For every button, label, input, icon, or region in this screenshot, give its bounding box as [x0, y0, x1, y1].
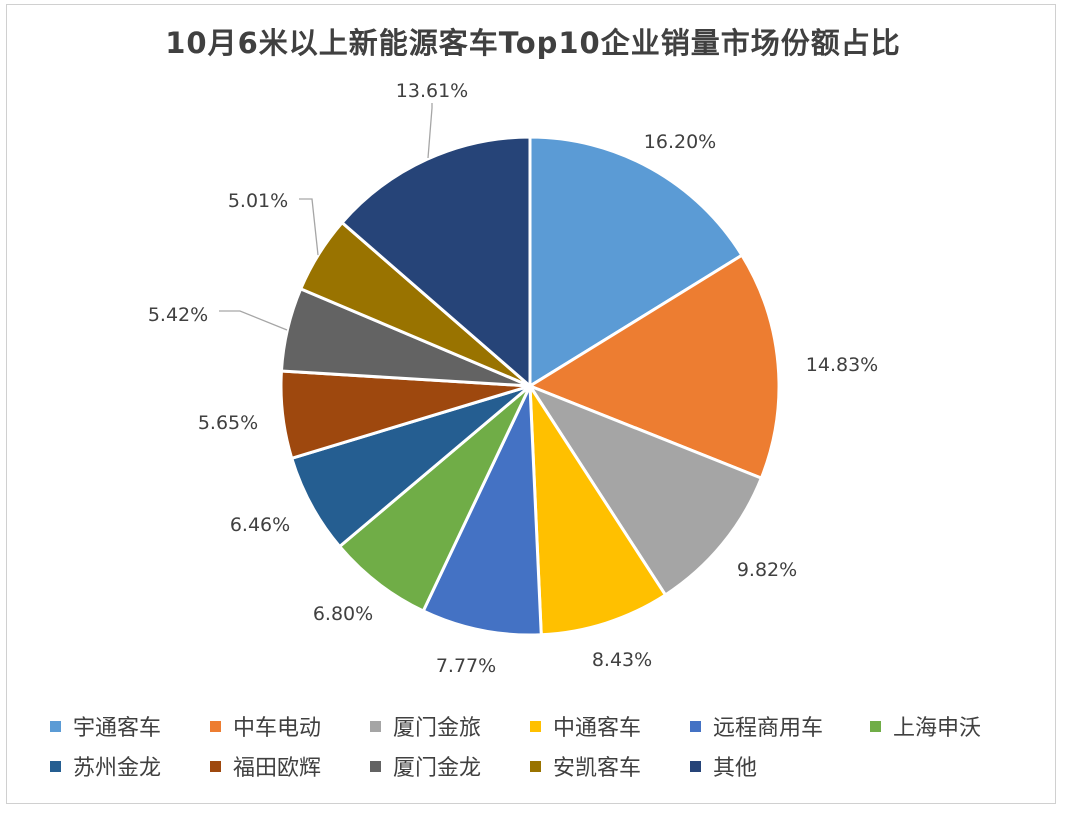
data-label-10: 5.01% [228, 190, 288, 212]
legend-swatch [370, 720, 381, 732]
legend-label: 福田欧辉 [233, 756, 322, 781]
leader-line-10 [299, 198, 319, 256]
data-label-7: 6.46% [230, 514, 290, 536]
legend-item: 远程商用车 [690, 710, 870, 742]
legend-label: 厦门金龙 [393, 756, 482, 781]
pie-slice-11 [340, 135, 532, 388]
legend-label: 中通客车 [553, 716, 642, 741]
legend-item: 中车电动 [210, 710, 370, 742]
pie-slice-1 [528, 135, 744, 388]
legend-swatch [870, 720, 881, 732]
legend-item: 中通客车 [530, 710, 690, 742]
data-label-2: 14.83% [806, 354, 878, 376]
legend-item: 苏州金龙 [50, 750, 210, 782]
legend-swatch [690, 760, 701, 772]
leader-line-11 [427, 103, 433, 159]
data-label-5: 7.77% [436, 655, 496, 677]
pie-slice-3 [528, 384, 763, 597]
legend-item: 上海申沃 [870, 710, 1030, 742]
legend-label: 其他 [713, 756, 758, 781]
legend-label: 宇通客车 [73, 716, 162, 741]
legend-item: 厦门金旅 [370, 710, 530, 742]
data-label-6: 6.80% [313, 603, 373, 625]
legend-swatch [50, 720, 61, 732]
legend-label: 厦门金旅 [393, 716, 482, 741]
legend-item: 安凯客车 [530, 750, 690, 782]
legend-swatch [530, 760, 541, 772]
data-label-8: 5.65% [198, 412, 258, 434]
leader-line-9 [219, 310, 288, 331]
legend-label: 远程商用车 [713, 716, 824, 741]
legend-label: 上海申沃 [893, 716, 982, 741]
legend-swatch [370, 760, 381, 772]
data-label-3: 9.82% [737, 559, 797, 581]
legend-item: 其他 [690, 750, 870, 782]
legend-row: 宇通客车 中车电动 厦门金旅 中通客车 远程商用车 上海申沃 [50, 706, 1040, 746]
legend-label: 安凯客车 [553, 756, 642, 781]
legend-swatch [530, 720, 541, 732]
legend-swatch [690, 720, 701, 732]
legend-label: 苏州金龙 [73, 756, 162, 781]
data-label-4: 8.43% [592, 649, 652, 671]
legend-item: 厦门金龙 [370, 750, 530, 782]
chart-title: 10月6米以上新能源客车Top10企业销量市场份额占比 [165, 26, 901, 60]
chart-legend: 宇通客车 中车电动 厦门金旅 中通客车 远程商用车 上海申沃苏州金龙 福田欧辉 厦门金龙 安凯客… [50, 706, 1040, 786]
pie-slice-2 [528, 253, 781, 480]
legend-item: 福田欧辉 [210, 750, 370, 782]
pie-slice-6 [338, 384, 532, 613]
legend-item: 宇通客车 [50, 710, 210, 742]
legend-swatch [210, 720, 221, 732]
legend-swatch [50, 760, 61, 772]
data-label-11: 13.61% [396, 80, 468, 102]
pie-slice-4 [528, 384, 667, 637]
legend-label: 中车电动 [233, 716, 322, 741]
legend-row: 苏州金龙 福田欧辉 厦门金龙 安凯客车 其他 [50, 746, 1040, 786]
data-label-1: 16.20% [644, 131, 716, 153]
legend-swatch [210, 760, 221, 772]
data-label-9: 5.42% [148, 304, 208, 326]
pie-slice-5 [421, 384, 543, 637]
